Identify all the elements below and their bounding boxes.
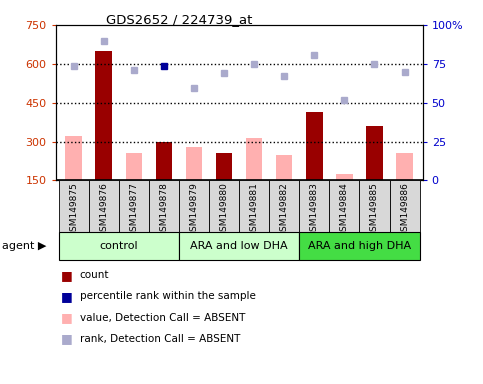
Text: agent ▶: agent ▶ [2, 241, 47, 251]
Bar [58, 180, 89, 232]
Bar [246, 138, 262, 180]
Bar [149, 180, 179, 232]
Text: ARA and high DHA: ARA and high DHA [308, 241, 411, 251]
Bar [119, 180, 149, 232]
Text: percentile rank within the sample: percentile rank within the sample [80, 291, 256, 301]
Bar [209, 180, 239, 232]
Bar [359, 180, 389, 232]
Bar [179, 232, 299, 260]
Text: GSM149877: GSM149877 [129, 182, 138, 237]
Text: ■: ■ [60, 311, 72, 324]
Text: GSM149880: GSM149880 [220, 182, 228, 237]
Bar [239, 180, 269, 232]
Bar [269, 180, 299, 232]
Bar [126, 153, 142, 180]
Bar [299, 180, 329, 232]
Text: GSM149885: GSM149885 [370, 182, 379, 237]
Bar [306, 112, 323, 180]
Bar [179, 180, 209, 232]
Text: ■: ■ [60, 290, 72, 303]
Bar [336, 174, 353, 180]
Bar [216, 153, 232, 180]
Bar [156, 142, 172, 180]
Bar [185, 147, 202, 180]
Text: value, Detection Call = ABSENT: value, Detection Call = ABSENT [80, 313, 245, 323]
Bar [276, 154, 293, 180]
Text: ARA and low DHA: ARA and low DHA [190, 241, 288, 251]
Text: ■: ■ [60, 332, 72, 345]
Text: count: count [80, 270, 109, 280]
Bar [396, 153, 413, 180]
Text: GSM149881: GSM149881 [250, 182, 258, 237]
Bar [89, 180, 119, 232]
Text: GSM149883: GSM149883 [310, 182, 319, 237]
Text: ■: ■ [60, 269, 72, 282]
Text: GSM149875: GSM149875 [69, 182, 78, 237]
Bar [329, 180, 359, 232]
Bar [65, 136, 82, 180]
Text: GSM149876: GSM149876 [99, 182, 108, 237]
Text: GSM149882: GSM149882 [280, 182, 289, 237]
Text: GSM149886: GSM149886 [400, 182, 409, 237]
Bar [58, 232, 179, 260]
Text: GSM149878: GSM149878 [159, 182, 169, 237]
Text: GSM149879: GSM149879 [189, 182, 199, 237]
Text: GDS2652 / 224739_at: GDS2652 / 224739_at [106, 13, 253, 26]
Text: control: control [99, 241, 138, 251]
Text: rank, Detection Call = ABSENT: rank, Detection Call = ABSENT [80, 334, 240, 344]
Text: GSM149884: GSM149884 [340, 182, 349, 237]
Bar [389, 180, 420, 232]
Bar [96, 51, 112, 180]
Bar [299, 232, 420, 260]
Bar [366, 126, 383, 180]
